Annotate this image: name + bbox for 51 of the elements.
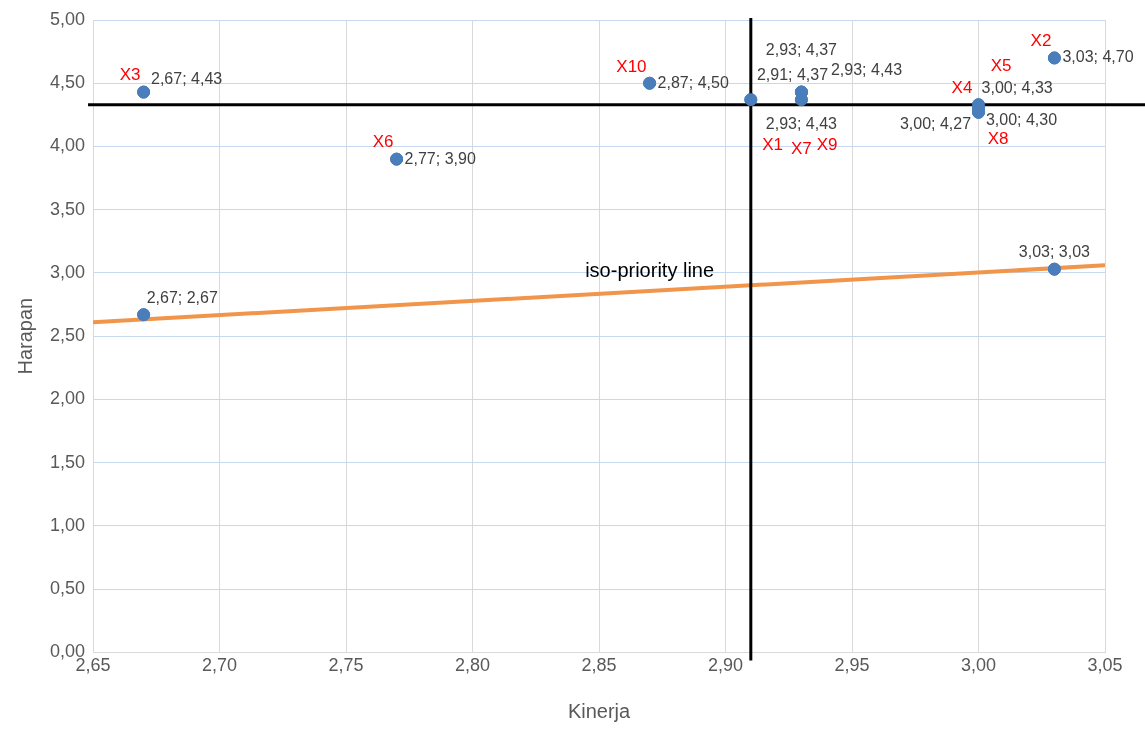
y-tick-label: 5,00 xyxy=(49,8,86,29)
y-tick-label: 3,00 xyxy=(49,261,86,282)
data-label: 3,03; 3,03 xyxy=(1018,242,1091,260)
data-label: 2,77; 3,90 xyxy=(404,149,476,167)
x-tick-label: 2,80 xyxy=(455,655,491,676)
data-label: 2,93; 4,37 xyxy=(765,41,838,59)
data-label: 3,00; 4,33 xyxy=(981,78,1053,96)
y-tick-label: 1,00 xyxy=(49,514,86,535)
annotation: X4 xyxy=(951,78,973,98)
annotation: iso-priority line xyxy=(585,259,715,282)
x-tick-label: 2,95 xyxy=(834,655,870,676)
data-label: 2,93; 4,43 xyxy=(765,115,838,133)
annotation: X6 xyxy=(372,132,394,152)
x-tick-label: 2,90 xyxy=(707,655,744,676)
annotation: X8 xyxy=(987,129,1009,149)
point xyxy=(744,93,758,107)
x-tick-label: 2,70 xyxy=(202,655,238,676)
x-tick-label: 3,00 xyxy=(960,655,997,676)
data-label: 3,03; 4,70 xyxy=(1062,48,1134,66)
data-label: 2,67; 2,67 xyxy=(146,288,218,306)
annotation: X3 xyxy=(119,65,141,85)
annotation: X1 xyxy=(762,135,784,155)
annotation: X2 xyxy=(1030,31,1052,51)
y-tick-label: 2,50 xyxy=(49,325,86,346)
y-tick-label: 4,00 xyxy=(49,135,86,156)
point xyxy=(643,76,657,90)
x-tick-label: 3,05 xyxy=(1087,655,1123,676)
x-tick-label: 2,75 xyxy=(328,655,364,676)
annotation: X7 xyxy=(791,138,812,158)
point xyxy=(1047,51,1061,65)
point xyxy=(1047,262,1061,276)
x-axis-title: Kinerja xyxy=(567,699,632,722)
data-label: 3,00; 4,27 xyxy=(899,114,972,132)
annotation: X5 xyxy=(990,55,1012,75)
point xyxy=(137,308,151,322)
data-label: 2,87; 4,50 xyxy=(657,73,729,91)
y-tick-label: 3,50 xyxy=(49,198,86,219)
x-tick-label: 2,85 xyxy=(581,655,617,676)
y-tick-label: 4,50 xyxy=(49,72,86,93)
annotation: X9 xyxy=(816,135,838,155)
point xyxy=(390,152,404,166)
data-label: 2,93; 4,43 xyxy=(830,61,903,79)
annotation: X10 xyxy=(616,56,647,76)
y-tick-label: 1,50 xyxy=(49,451,86,472)
data-label: 2,91; 4,37 xyxy=(756,66,829,84)
y-tick-label: 0,50 xyxy=(49,578,86,599)
y-axis-title: Harapan xyxy=(13,297,36,375)
data-label: 3,00; 4,30 xyxy=(985,111,1058,128)
y-tick-label: 2,00 xyxy=(49,388,86,409)
point xyxy=(137,85,151,99)
data-label: 2,67; 4,43 xyxy=(151,70,223,88)
